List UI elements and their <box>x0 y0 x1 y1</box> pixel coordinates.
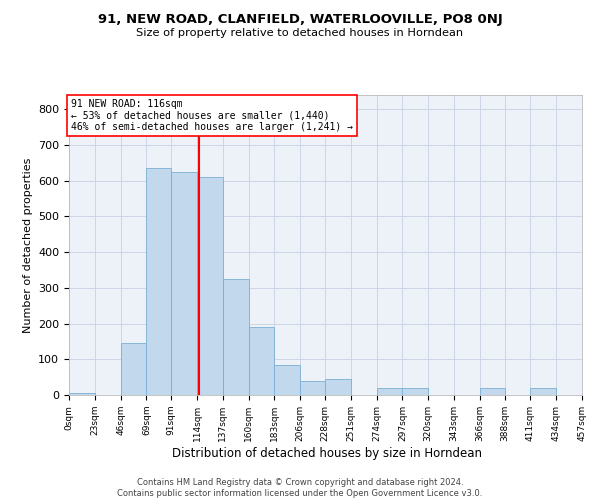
Bar <box>377 388 403 395</box>
Bar <box>248 327 274 395</box>
Bar <box>121 343 146 395</box>
Bar <box>197 177 223 395</box>
Y-axis label: Number of detached properties: Number of detached properties <box>23 158 32 332</box>
Bar <box>403 388 428 395</box>
Bar <box>223 279 248 395</box>
Bar <box>146 168 171 395</box>
Bar <box>171 172 197 395</box>
Bar <box>325 379 351 395</box>
Text: Contains HM Land Registry data © Crown copyright and database right 2024.
Contai: Contains HM Land Registry data © Crown c… <box>118 478 482 498</box>
Text: 91 NEW ROAD: 116sqm
← 53% of detached houses are smaller (1,440)
46% of semi-det: 91 NEW ROAD: 116sqm ← 53% of detached ho… <box>71 98 353 132</box>
Bar <box>480 388 505 395</box>
Text: Size of property relative to detached houses in Horndean: Size of property relative to detached ho… <box>136 28 464 38</box>
Bar <box>274 364 300 395</box>
Bar <box>69 393 95 395</box>
Text: 91, NEW ROAD, CLANFIELD, WATERLOOVILLE, PO8 0NJ: 91, NEW ROAD, CLANFIELD, WATERLOOVILLE, … <box>98 12 502 26</box>
Bar <box>300 380 325 395</box>
Text: Distribution of detached houses by size in Horndean: Distribution of detached houses by size … <box>172 448 482 460</box>
Bar <box>530 388 556 395</box>
